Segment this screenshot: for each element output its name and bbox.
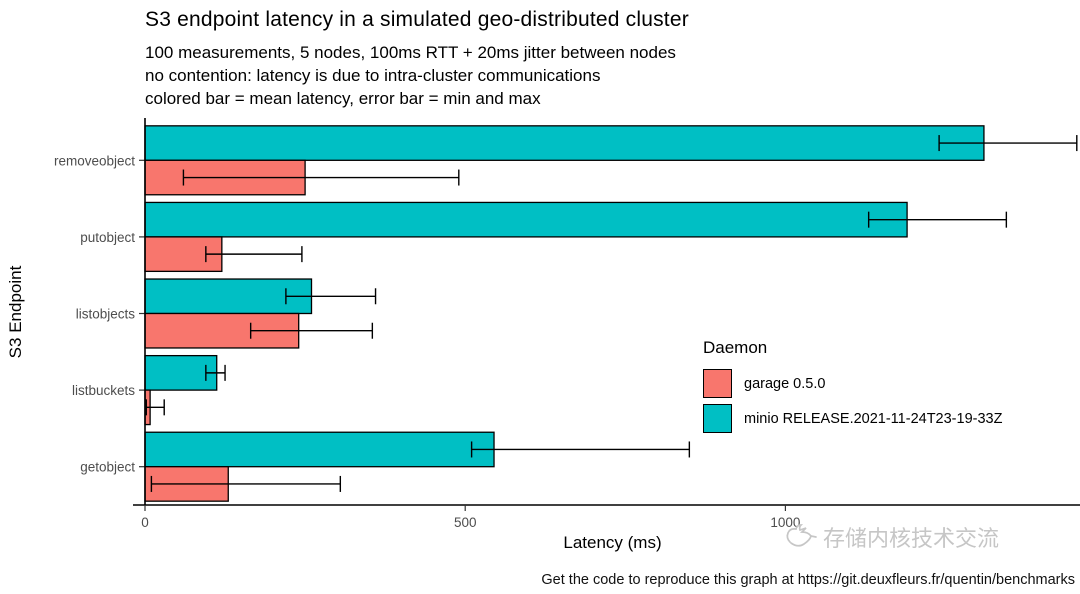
bar-getobject-minio [144,431,495,468]
legend-label-garage: garage 0.5.0 [744,375,826,392]
caption: Get the code to reproduce this graph at … [541,572,1075,588]
x-tick-label: 500 [454,515,477,530]
x-tick-label: 0 [141,515,149,530]
subtitle-line-3: colored bar = mean latency, error bar = … [145,89,541,108]
x-axis-title: Latency (ms) [563,533,662,552]
legend: Daemon garage 0.5.0 minio RELEASE.2021-1… [703,338,1002,439]
legend-title: Daemon [703,338,768,357]
bar-removeobject-minio [144,125,985,161]
subtitle-line-1: 100 measurements, 5 nodes, 100ms RTT + 2… [145,43,676,62]
legend-swatch-minio [703,404,732,433]
legend-entry-minio: minio RELEASE.2021-11-24T23-19-33Z [703,404,1002,433]
legend-entry-garage: garage 0.5.0 [703,369,1002,398]
legend-label-minio: minio RELEASE.2021-11-24T23-19-33Z [744,410,1003,427]
y-tick-label: removeobject [54,153,135,168]
bar-putobject-minio [144,201,908,238]
y-tick-label: listbuckets [72,383,135,398]
legend-swatch-garage [703,369,732,398]
chart-subtitle: 100 measurements, 5 nodes, 100ms RTT + 2… [145,41,676,110]
watermark: 存储内核技术交流 [784,521,999,553]
dove-icon [786,524,817,547]
bar-listbuckets-minio [144,354,218,391]
y-tick-label: listobjects [76,307,136,322]
x-tick-label: 1000 [770,515,800,530]
y-tick-label: putobject [80,230,135,245]
watermark-text: 存储内核技术交流 [823,526,1000,551]
y-tick-label: getobject [80,460,135,475]
chart-title: S3 endpoint latency in a simulated geo-d… [145,8,689,31]
subtitle-line-2: no contention: latency is due to intra-c… [145,66,601,85]
